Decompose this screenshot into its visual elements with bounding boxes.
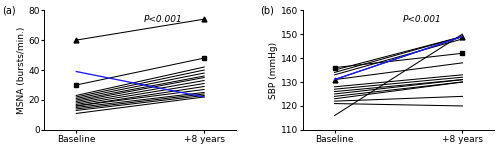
Text: (b): (b) [260,5,274,15]
Text: P<0.001: P<0.001 [402,15,441,24]
Text: P<0.001: P<0.001 [144,15,183,24]
Y-axis label: SBP (mmHg): SBP (mmHg) [270,41,278,99]
Text: (a): (a) [2,5,16,15]
Y-axis label: MSNA (bursts/min.): MSNA (bursts/min.) [17,26,26,114]
